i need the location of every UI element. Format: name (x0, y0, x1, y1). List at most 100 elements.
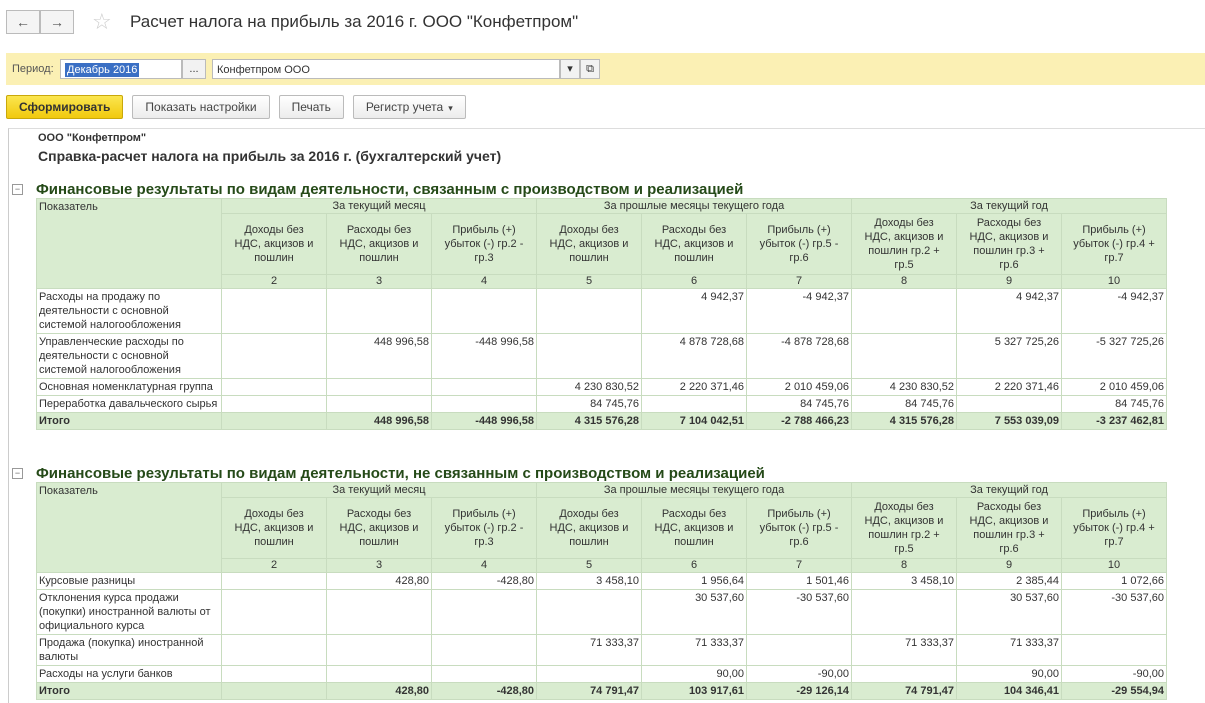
column-header: Расходы без НДС, акцизов и пошлин (326, 213, 432, 275)
row-label: Отклонения курса продажи (покупки) иност… (36, 589, 222, 635)
cell: 71 333,37 (851, 634, 957, 666)
total-cell: 428,80 (326, 682, 432, 700)
total-cell (221, 682, 327, 700)
column-header: Прибыль (+) убыток (-) гр.5 - гр.6 (746, 497, 852, 559)
cell (851, 589, 957, 635)
column-number: 10 (1061, 558, 1167, 573)
cell (326, 665, 432, 683)
data-row: Отклонения курса продажи (покупки) иност… (36, 589, 1167, 635)
column-number: 4 (431, 274, 537, 289)
column-number: 3 (326, 274, 432, 289)
cell (431, 634, 537, 666)
group-header: За прошлые месяцы текущего года (536, 198, 852, 214)
total-cell: 7 104 042,51 (641, 412, 747, 430)
row-label: Управленческие расходы по деятельности с… (36, 333, 222, 379)
cell: 3 458,10 (536, 572, 642, 590)
period-label: Период: (12, 63, 54, 75)
column-number: 5 (536, 274, 642, 289)
column-number: 4 (431, 558, 537, 573)
cell: -5 327 725,26 (1061, 333, 1167, 379)
cell: 2 220 371,46 (956, 378, 1062, 396)
column-number: 2 (221, 274, 327, 289)
total-cell: -29 554,94 (1061, 682, 1167, 700)
cell (431, 288, 537, 334)
column-number: 8 (851, 274, 957, 289)
total-cell: -29 126,14 (746, 682, 852, 700)
cell: -30 537,60 (746, 589, 852, 635)
total-cell: -3 237 462,81 (1061, 412, 1167, 430)
group-header-row: Показатель За текущий месяц За прошлые мес… (36, 198, 1167, 289)
group-header: За прошлые месяцы текущего года (536, 482, 852, 498)
column-header: Доходы без НДС, акцизов и пошлин гр.2 + … (851, 497, 957, 559)
cell (641, 395, 747, 413)
button-label: Печать (291, 100, 331, 114)
column-header: Прибыль (+) убыток (-) гр.4 + гр.7 (1061, 213, 1167, 275)
org-input[interactable]: Конфетпром ООО (212, 59, 560, 79)
command-button[interactable]: Регистр учета ▾ (352, 95, 466, 119)
report-section: − Финансовые результаты по видам деятельн… (12, 465, 1167, 700)
cell: 84 745,76 (536, 395, 642, 413)
forward-button[interactable]: → (40, 10, 74, 34)
column-number: 6 (641, 274, 747, 289)
total-row: Итого 428,80 -428,80 74 791,47 103 917,61 -29… (36, 682, 1167, 700)
total-cell: 104 346,41 (956, 682, 1062, 700)
report-organization: ООО "Конфетпром" (38, 132, 147, 144)
org-dropdown[interactable]: ▾ (560, 59, 580, 79)
navigation: ← → (6, 10, 74, 34)
collapse-toggle[interactable]: − (12, 184, 23, 195)
cell (536, 589, 642, 635)
column-header: Расходы без НДС, акцизов и пошлин (641, 497, 747, 559)
period-input[interactable]: Декабрь 2016 (60, 59, 182, 79)
cell (1061, 634, 1167, 666)
cell: 1 956,64 (641, 572, 747, 590)
button-label: Показать настройки (145, 100, 257, 114)
report: ООО "Конфетпром" Справка-расчет налога н… (8, 128, 1205, 703)
cell (221, 333, 327, 379)
row-label: Переработка давальческого сырья (36, 395, 222, 413)
favorite-icon[interactable]: ☆ (92, 9, 112, 34)
row-label: Расходы на продажу по деятельности с осн… (36, 288, 222, 334)
dropdown-arrow: ▾ (443, 103, 453, 113)
command-button[interactable]: Показать настройки (132, 95, 270, 119)
section-title: Финансовые результаты по видам деятельно… (36, 181, 744, 198)
column-header: Прибыль (+) убыток (-) гр.4 + гр.7 (1061, 497, 1167, 559)
cell: 4 230 830,52 (851, 378, 957, 396)
column-number: 7 (746, 274, 852, 289)
cell (221, 665, 327, 683)
command-button[interactable]: Печать (278, 95, 344, 119)
cell (746, 634, 852, 666)
group-header: За текущий месяц (221, 198, 537, 214)
row-label: Курсовые разницы (36, 572, 222, 590)
org-open[interactable]: ⧉ (580, 59, 600, 79)
collapse-toggle[interactable]: − (12, 468, 23, 479)
command-button[interactable]: Сформировать (6, 95, 124, 119)
cell: 2 385,44 (956, 572, 1062, 590)
cell (221, 395, 327, 413)
column-header: Прибыль (+) убыток (-) гр.2 - гр.3 (431, 497, 537, 559)
column-number: 8 (851, 558, 957, 573)
cell (851, 288, 957, 334)
cell (956, 395, 1062, 413)
cell (326, 589, 432, 635)
column-number: 7 (746, 558, 852, 573)
column-header-row: Доходы без НДС, акцизов и пошлин Расходы … (37, 497, 1167, 559)
form-panel: Период: Декабрь 2016 ... Конфетпром ООО … (6, 53, 1205, 85)
cell: -4 942,37 (746, 288, 852, 334)
total-label: Итого (36, 412, 222, 430)
back-button[interactable]: ← (6, 10, 40, 34)
column-header: Расходы без НДС, акцизов и пошлин (641, 213, 747, 275)
cell: 4 878 728,68 (641, 333, 747, 379)
total-cell: 74 791,47 (851, 682, 957, 700)
column-header: Расходы без НДС, акцизов и пошлин гр.3 +… (956, 213, 1062, 275)
data-row: Управленческие расходы по деятельности с… (36, 333, 1167, 379)
group-header: За текущий год (851, 198, 1167, 214)
period-select-button[interactable]: ... (182, 59, 206, 79)
column-number: 10 (1061, 274, 1167, 289)
column-header-row: Доходы без НДС, акцизов и пошлин Расходы … (37, 213, 1167, 275)
column-header: Доходы без НДС, акцизов и пошлин (221, 497, 327, 559)
cell (221, 378, 327, 396)
cell (221, 288, 327, 334)
column-header: Расходы без НДС, акцизов и пошлин (326, 497, 432, 559)
cell: 30 537,60 (956, 589, 1062, 635)
